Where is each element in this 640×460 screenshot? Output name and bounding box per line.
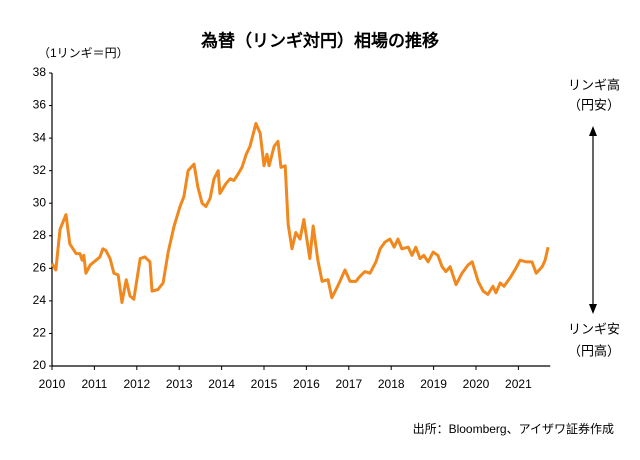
x-tick-label: 2014 xyxy=(208,377,235,391)
y-tick-label: 38 xyxy=(33,65,47,79)
x-tick-label: 2015 xyxy=(251,377,278,391)
y-tick-label: 20 xyxy=(33,358,47,372)
arrow-head xyxy=(589,304,597,314)
x-tick-label: 2019 xyxy=(420,377,447,391)
x-tick-label: 2010 xyxy=(39,377,66,391)
x-tick-label: 2012 xyxy=(123,377,150,391)
y-tick-label: 30 xyxy=(33,195,47,209)
y-tick-label: 28 xyxy=(33,228,47,242)
y-tick-label: 24 xyxy=(33,293,47,307)
annotation: （円安） xyxy=(568,97,620,112)
y-tick-label: 32 xyxy=(33,163,47,177)
line-series xyxy=(50,121,550,305)
x-tick-label: 2016 xyxy=(293,377,320,391)
x-tick-label: 2021 xyxy=(505,377,532,391)
x-tick-label: 2018 xyxy=(378,377,405,391)
y-tick-label: 36 xyxy=(33,98,47,112)
y-tick-label: 34 xyxy=(33,130,47,144)
x-tick-label: 2011 xyxy=(81,377,107,391)
y-tick-label: 26 xyxy=(33,261,47,275)
y-unit: （1リンギ＝円） xyxy=(38,46,129,60)
x-tick-label: 2013 xyxy=(166,377,193,391)
annotation: （円高） xyxy=(568,343,620,358)
chart-title: 為替（リンギ対円）相場の推移 xyxy=(201,30,439,50)
y-tick-label: 22 xyxy=(33,326,47,340)
arrow-head xyxy=(589,126,597,136)
annotation: リンギ高 xyxy=(568,77,620,92)
annotation: リンギ安 xyxy=(568,321,620,336)
x-tick-label: 2020 xyxy=(463,377,490,391)
x-tick-label: 2017 xyxy=(335,377,362,391)
source: 出所：Bloomberg、アイザワ証券作成 xyxy=(413,421,614,436)
